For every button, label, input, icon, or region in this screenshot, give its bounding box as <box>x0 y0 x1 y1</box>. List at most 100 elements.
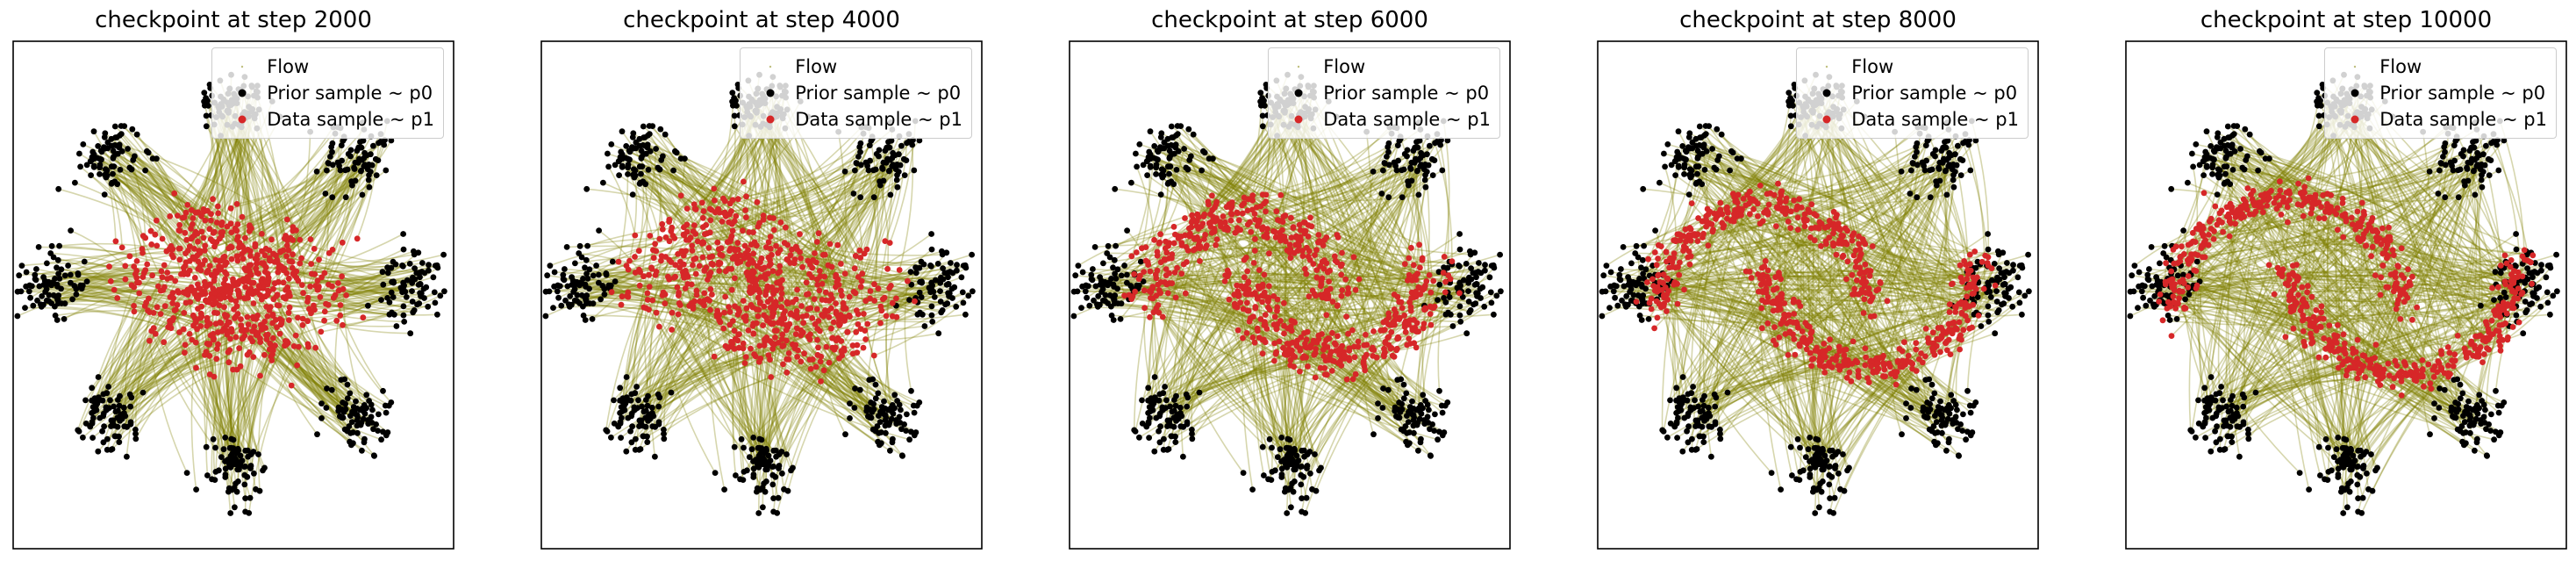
data-point <box>745 327 752 334</box>
flow-line <box>1258 168 1412 271</box>
data-point <box>181 310 188 316</box>
prior-point <box>1488 299 1495 306</box>
prior-point <box>870 400 877 407</box>
flow-line <box>658 326 716 473</box>
flow-line <box>52 245 165 266</box>
data-point <box>202 242 209 249</box>
prior-point <box>47 250 54 256</box>
data-point <box>828 325 834 332</box>
prior-point <box>670 167 676 174</box>
data-point <box>206 320 213 327</box>
data-point <box>805 257 812 264</box>
prior-point <box>58 300 65 306</box>
prior-point <box>55 185 62 192</box>
flow-line <box>721 255 886 416</box>
data-point <box>216 263 222 270</box>
flow-line <box>271 169 347 241</box>
data-point <box>218 219 225 226</box>
prior-point <box>1457 319 1464 325</box>
data-point <box>779 331 786 338</box>
flow-line <box>131 337 214 399</box>
prior-point <box>30 302 37 309</box>
prior-point <box>601 291 608 298</box>
flow-line <box>1322 184 1409 247</box>
flow-line <box>118 292 206 397</box>
prior-point <box>1422 162 1428 168</box>
data-point <box>793 307 800 314</box>
data-point <box>214 345 220 352</box>
data-point <box>719 252 726 259</box>
flow-line <box>751 270 792 471</box>
prior-point <box>943 249 950 256</box>
data-point <box>644 297 651 303</box>
data-point <box>226 290 233 297</box>
data-point <box>867 295 873 302</box>
data-point <box>807 365 814 372</box>
flow-line <box>762 123 863 275</box>
prior-point <box>790 464 796 471</box>
data-point <box>264 313 271 320</box>
data-point <box>787 311 794 318</box>
flow-line <box>779 248 925 266</box>
legend-label: Data sample ~ p1 <box>267 109 434 130</box>
prior-point <box>1424 401 1431 408</box>
data-point <box>182 209 190 216</box>
prior-point <box>212 444 218 451</box>
prior-point <box>417 281 424 288</box>
data-point <box>226 319 233 326</box>
data-point <box>799 313 806 320</box>
prior-point <box>419 269 426 275</box>
flow-line <box>92 329 242 408</box>
flow-line <box>607 166 636 236</box>
prior-point <box>203 443 210 450</box>
flow-line <box>782 334 904 457</box>
prior-point <box>917 309 923 316</box>
data-point <box>658 257 664 264</box>
prior-point <box>341 426 348 433</box>
prior-point <box>937 280 944 286</box>
prior-point <box>1429 172 1436 179</box>
flow-line <box>768 293 783 499</box>
prior-point <box>731 123 738 130</box>
data-point <box>274 324 280 331</box>
flow-line <box>120 133 196 260</box>
data-point <box>297 260 304 267</box>
prior-point <box>1196 389 1203 396</box>
data-point <box>877 320 884 327</box>
data-point <box>773 242 779 249</box>
prior-point <box>251 470 257 477</box>
prior-point <box>132 430 139 437</box>
data-point <box>227 205 234 212</box>
data-point <box>284 237 291 244</box>
flow-line <box>118 147 213 242</box>
data-point <box>204 207 211 214</box>
flow-line <box>817 354 877 430</box>
flow-legend-swatch <box>218 54 267 80</box>
data-point <box>632 270 639 276</box>
prior-point <box>572 260 578 267</box>
prior-point <box>318 415 325 421</box>
prior-point <box>121 423 128 430</box>
flow-line <box>209 284 386 406</box>
prior-point <box>934 261 941 267</box>
flow-line <box>70 229 126 267</box>
prior-point <box>127 421 134 428</box>
data-point <box>761 303 768 310</box>
flow-line <box>652 343 733 428</box>
prior-point <box>360 137 367 144</box>
prior-point <box>629 145 636 152</box>
data-point <box>172 277 179 284</box>
prior-point <box>145 149 152 156</box>
prior-point <box>1298 481 1305 488</box>
prior-point <box>638 170 644 177</box>
prior-point <box>434 264 441 271</box>
prior-point <box>361 163 368 169</box>
flow-line <box>759 126 867 224</box>
prior-point <box>916 137 923 144</box>
prior-point <box>657 126 664 133</box>
prior-point <box>865 167 872 174</box>
data-point <box>750 250 757 257</box>
data-point <box>707 286 714 292</box>
flow-line <box>724 296 759 449</box>
prior-point <box>241 471 248 478</box>
